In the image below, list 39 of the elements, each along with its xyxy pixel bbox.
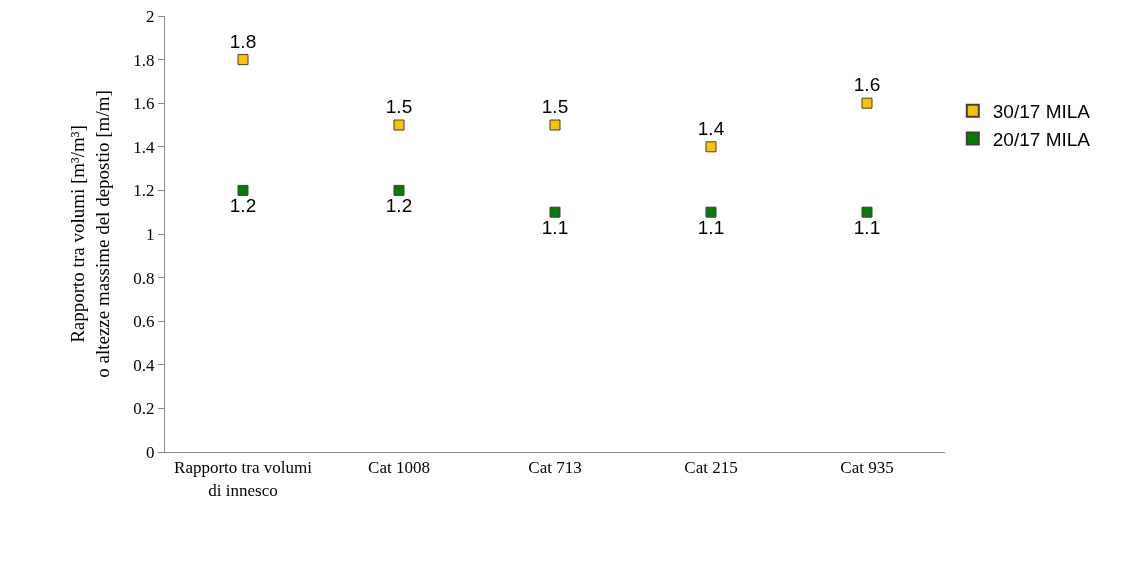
point — [549, 206, 561, 218]
x-tick-label: Cat 215 — [684, 458, 738, 478]
data-label: 1.1 — [541, 216, 569, 238]
data-label: 1.5 — [385, 96, 413, 117]
point — [237, 184, 249, 196]
y-tick-label: 0.2 — [133, 399, 155, 419]
y-tick-label: 1 — [146, 224, 155, 244]
point — [705, 206, 717, 218]
y-axis-title: Rapporto tra volumi [m³/m³] o altezze massime del depostio [m/m] — [67, 90, 114, 378]
point — [237, 54, 249, 66]
y-tick-label: 0.4 — [133, 355, 156, 375]
y-tick-label: 1.2 — [133, 181, 155, 201]
point — [393, 184, 405, 196]
legend-label: 20/17 MILA — [992, 128, 1091, 150]
data-label: 1.4 — [697, 117, 725, 139]
x-tick-label: Cat 1008 — [368, 458, 430, 478]
x-tick-label: Rapporto tra volumi di innesco — [174, 458, 313, 500]
x-tick-label: Cat 935 — [840, 458, 894, 478]
data-label: 1.2 — [229, 194, 257, 216]
data-label: 1.6 — [853, 74, 881, 96]
point — [861, 206, 873, 218]
y-tick-label: 1.4 — [133, 137, 156, 157]
point — [549, 119, 561, 131]
point — [393, 119, 405, 131]
point — [705, 141, 717, 153]
y-tick-label: 1.8 — [133, 50, 155, 70]
data-label: 1.1 — [853, 216, 881, 238]
y-tick-label: 0.6 — [133, 312, 155, 332]
x-tick-label: Cat 713 — [528, 458, 582, 478]
y-tick-label: 0 — [146, 442, 155, 462]
data-label: 1.2 — [385, 194, 413, 216]
legend-label: 30/17 MILA — [992, 101, 1091, 123]
data-label: 1.5 — [541, 96, 569, 117]
point — [861, 97, 873, 109]
data-label: 1.8 — [229, 30, 257, 52]
y-tick-label: 0.8 — [133, 268, 155, 288]
y-tick-label: 2 — [146, 6, 155, 26]
y-tick-label: 1.6 — [133, 94, 155, 114]
data-label: 1.1 — [697, 216, 725, 238]
